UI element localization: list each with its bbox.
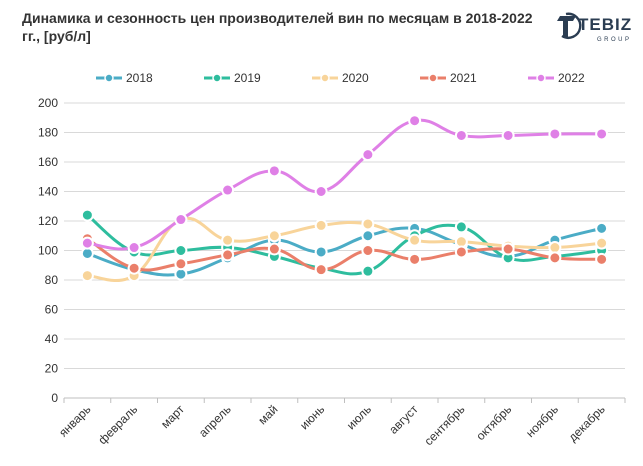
x-tick-label: август <box>386 402 421 437</box>
legend-label: 2022 <box>558 71 585 85</box>
data-point <box>408 252 422 266</box>
tebiz-logo-icon: TEBIZ GROUP <box>557 12 632 43</box>
data-point <box>361 217 375 231</box>
data-point <box>174 213 188 227</box>
x-tick-label: ноябрь <box>523 402 561 440</box>
data-point <box>80 236 94 250</box>
y-tick-label: 60 <box>45 303 59 317</box>
legend-label: 2020 <box>342 71 369 85</box>
legend-item: 2018 <box>96 71 153 85</box>
data-point <box>595 236 609 250</box>
data-point <box>127 241 141 255</box>
x-tick-label: январь <box>56 402 93 439</box>
y-tick-label: 140 <box>38 185 58 199</box>
data-point <box>221 233 235 247</box>
data-point <box>361 229 375 243</box>
data-point <box>454 220 468 234</box>
data-point <box>548 251 562 265</box>
data-point <box>361 244 375 257</box>
axes: 0 20 40 60 80 100 120 140 160 180 200 январь февраль… <box>38 96 626 448</box>
data-point <box>501 242 515 256</box>
x-tick-label: июнь <box>297 402 327 432</box>
legend-item: 2021 <box>420 71 477 85</box>
series-line <box>85 216 604 283</box>
x-tick-label: март <box>158 402 187 431</box>
series-lines <box>80 114 609 283</box>
y-tick-label: 120 <box>38 214 58 228</box>
x-tick-label: май <box>255 402 280 427</box>
legend-label: 2019 <box>234 71 261 85</box>
legend: 2018 2019 2020 2021 2022 <box>96 71 585 85</box>
data-point <box>361 148 375 162</box>
data-point <box>127 261 141 275</box>
legend-marker <box>104 73 114 83</box>
y-tick-label: 40 <box>45 332 59 346</box>
legend-label: 2018 <box>126 71 153 85</box>
y-tick-label: 200 <box>38 96 58 110</box>
y-tick-label: 160 <box>38 155 58 169</box>
data-point <box>174 244 188 257</box>
data-point <box>267 242 281 256</box>
data-point <box>408 233 422 247</box>
data-point <box>454 245 468 259</box>
y-tick-label: 20 <box>45 362 59 376</box>
data-point <box>408 114 422 128</box>
x-tick-label: февраль <box>95 402 140 447</box>
legend-label: 2021 <box>450 71 477 85</box>
data-point <box>221 183 235 197</box>
legend-marker <box>320 73 330 83</box>
data-point <box>80 208 94 222</box>
x-tick-label: сентябрь <box>421 402 467 448</box>
legend-marker <box>536 73 546 83</box>
y-tick-label: 0 <box>51 391 58 405</box>
y-tick-label: 100 <box>38 244 58 258</box>
tebiz-logo: TEBIZ GROUP <box>556 10 632 44</box>
chart-title: Динамика и сезонность цен производителей… <box>22 10 533 44</box>
series-2020 <box>80 213 609 283</box>
data-point <box>595 252 609 266</box>
data-point <box>501 128 515 142</box>
legend-item: 2019 <box>204 71 261 85</box>
series-line <box>85 118 604 251</box>
legend-marker <box>212 73 222 83</box>
logo-name: TEBIZ <box>578 15 632 34</box>
data-point <box>174 257 188 271</box>
data-point <box>221 248 235 262</box>
data-point <box>314 218 328 232</box>
x-tick-label: октябрь <box>473 402 514 443</box>
data-point <box>361 264 375 278</box>
y-tick-label: 180 <box>38 126 58 140</box>
x-tick-label: апрель <box>196 402 234 440</box>
y-tick-label: 80 <box>45 273 59 287</box>
series-2022 <box>80 114 609 255</box>
data-point <box>314 263 328 277</box>
data-point <box>80 269 94 283</box>
data-point <box>314 185 328 198</box>
data-point <box>314 245 328 259</box>
x-tick-label: июль <box>344 402 374 432</box>
gridlines <box>64 102 625 369</box>
legend-item: 2022 <box>528 71 585 85</box>
legend-marker <box>428 73 438 83</box>
logo-sub: GROUP <box>597 37 632 43</box>
data-point <box>267 229 281 243</box>
data-point <box>595 221 609 235</box>
legend-item: 2020 <box>312 71 369 85</box>
data-point <box>548 127 562 141</box>
data-point <box>267 164 281 178</box>
x-tick-label: декабрь <box>566 402 608 444</box>
data-point <box>454 128 468 142</box>
data-point <box>595 127 609 141</box>
series-2021 <box>80 232 609 277</box>
